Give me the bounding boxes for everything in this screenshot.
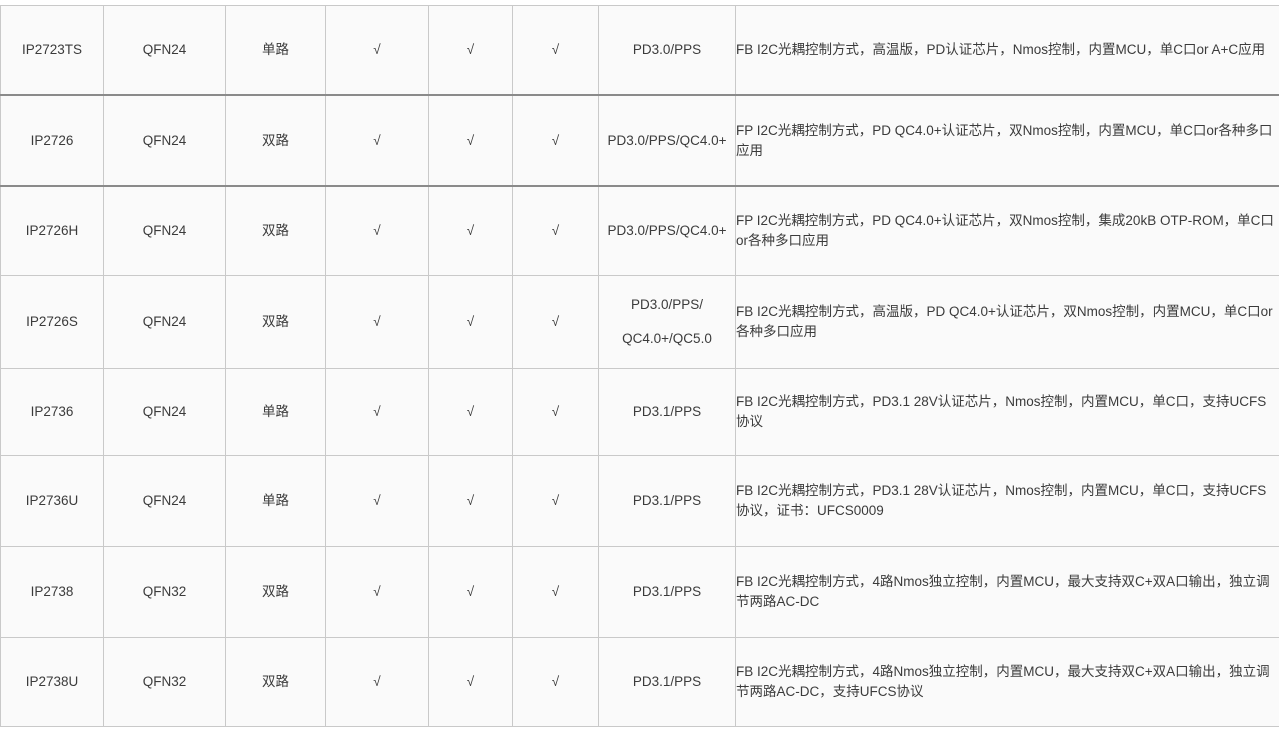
cell-feature-1-check: √	[325, 94, 429, 187]
cell-part-number: IP2723TS	[0, 5, 104, 96]
cell-feature-1-check: √	[325, 637, 429, 727]
cell-feature-2-check: √	[428, 546, 513, 638]
cell-feature-2-check: √	[428, 637, 513, 727]
cell-part-number: IP2736U	[0, 455, 104, 547]
cell-protocol: PD3.0/PPS	[598, 5, 736, 96]
cell-feature-3-check: √	[512, 275, 599, 369]
cell-channel: 单路	[225, 368, 326, 456]
cell-part-number: IP2738U	[0, 637, 104, 727]
cell-protocol: PD3.1/PPS	[598, 455, 736, 547]
cell-feature-1-check: √	[325, 546, 429, 638]
table-row[interactable]: IP2726H QFN24 双路 √ √ √ PD3.0/PPS/QC4.0+ FP I2C光…	[0, 185, 1279, 276]
cell-feature-1-check: √	[325, 185, 429, 276]
cell-feature-2-check: √	[428, 94, 513, 187]
cell-feature-3-check: √	[512, 546, 599, 638]
cell-feature-2-check: √	[428, 275, 513, 369]
protocol-line: PD3.1/PPS	[632, 404, 702, 420]
cell-feature-2-check: √	[428, 185, 513, 276]
cell-feature-2-check: √	[428, 368, 513, 456]
table-row[interactable]: IP2736U QFN24 单路 √ √ √ PD3.1/PPS FB I2C光耦控制方式，P…	[0, 455, 1279, 547]
cell-channel: 单路	[225, 455, 326, 547]
cell-feature-1-check: √	[325, 455, 429, 547]
cell-channel: 双路	[225, 637, 326, 727]
cell-feature-3-check: √	[512, 368, 599, 456]
cell-package: QFN24	[103, 455, 226, 547]
cell-feature-3-check: √	[512, 637, 599, 727]
cell-feature-2-check: √	[428, 5, 513, 96]
product-spec-table: IP2723TS QFN24 单路 √ √ √ PD3.0/PPS FB I2C光耦控制方式，…	[0, 5, 1279, 727]
table-row[interactable]: IP2726S QFN24 双路 √ √ √ PD3.0/PPS/QC4.0+/QC5.0 F…	[0, 275, 1279, 369]
cell-feature-3-check: √	[512, 455, 599, 547]
cell-part-number: IP2736	[0, 368, 104, 456]
cell-feature-1-check: √	[325, 368, 429, 456]
cell-channel: 单路	[225, 5, 326, 96]
protocol-line: PD3.0/PPS/QC4.0+	[607, 132, 727, 148]
protocol-line: PD3.0/PPS/QC4.0+	[607, 223, 727, 239]
cell-description: FB I2C光耦控制方式，PD3.1 28V认证芯片，Nmos控制，内置MCU，…	[735, 455, 1279, 547]
cell-channel: 双路	[225, 546, 326, 638]
table-row[interactable]: IP2726 QFN24 双路 √ √ √ PD3.0/PPS/QC4.0+ FP I2C光耦…	[0, 94, 1279, 187]
cell-description: FB I2C光耦控制方式，PD3.1 28V认证芯片，Nmos控制，内置MCU，…	[735, 368, 1279, 456]
cell-feature-1-check: √	[325, 275, 429, 369]
cell-package: QFN24	[103, 5, 226, 96]
cell-part-number: IP2738	[0, 546, 104, 638]
cell-feature-1-check: √	[325, 5, 429, 96]
cell-feature-3-check: √	[512, 185, 599, 276]
cell-description: FB I2C光耦控制方式，高温版，PD认证芯片，Nmos控制，内置MCU，单C口…	[735, 5, 1279, 96]
cell-package: QFN32	[103, 637, 226, 727]
cell-part-number: IP2726S	[0, 275, 104, 369]
cell-package: QFN24	[103, 94, 226, 187]
cell-package: QFN24	[103, 368, 226, 456]
table-row[interactable]: IP2738 QFN32 双路 √ √ √ PD3.1/PPS FB I2C光耦控制方式，4路…	[0, 546, 1279, 638]
cell-package: QFN24	[103, 185, 226, 276]
cell-feature-2-check: √	[428, 455, 513, 547]
table-row[interactable]: IP2736 QFN24 单路 √ √ √ PD3.1/PPS FB I2C光耦控制方式，PD…	[0, 368, 1279, 456]
table-row[interactable]: IP2738U QFN32 双路 √ √ √ PD3.1/PPS FB I2C光耦控制方式，4…	[0, 637, 1279, 727]
protocol-line: PD3.1/PPS	[632, 584, 702, 600]
cell-description: FB I2C光耦控制方式，高温版，PD QC4.0+认证芯片，双Nmos控制，内…	[735, 275, 1279, 369]
cell-part-number: IP2726	[0, 94, 104, 187]
cell-channel: 双路	[225, 94, 326, 187]
spec-table-body: IP2723TS QFN24 单路 √ √ √ PD3.0/PPS FB I2C光耦控制方式，…	[0, 5, 1279, 727]
cell-description: FB I2C光耦控制方式，4路Nmos独立控制，内置MCU，最大支持双C+双A口…	[735, 637, 1279, 727]
cell-protocol: PD3.1/PPS	[598, 368, 736, 456]
cell-protocol: PD3.0/PPS/QC4.0+	[598, 185, 736, 276]
cell-description: FB I2C光耦控制方式，4路Nmos独立控制，内置MCU，最大支持双C+双A口…	[735, 546, 1279, 638]
protocol-line: PD3.0/PPS/	[630, 296, 704, 312]
cell-package: QFN32	[103, 546, 226, 638]
protocol-line: PD3.1/PPS	[632, 493, 702, 509]
cell-protocol: PD3.1/PPS	[598, 546, 736, 638]
cell-protocol: PD3.0/PPS/QC4.0+/QC5.0	[598, 275, 736, 369]
protocol-line: PD3.1/PPS	[632, 674, 702, 690]
cell-feature-3-check: √	[512, 94, 599, 187]
protocol-line: PD3.0/PPS	[632, 42, 702, 58]
cell-description: FP I2C光耦控制方式，PD QC4.0+认证芯片，双Nmos控制，集成20k…	[735, 185, 1279, 276]
cell-description: FP I2C光耦控制方式，PD QC4.0+认证芯片，双Nmos控制，内置MCU…	[735, 94, 1279, 187]
cell-protocol: PD3.0/PPS/QC4.0+	[598, 94, 736, 187]
cell-protocol: PD3.1/PPS	[598, 637, 736, 727]
cell-feature-3-check: √	[512, 5, 599, 96]
cell-channel: 双路	[225, 275, 326, 369]
cell-part-number: IP2726H	[0, 185, 104, 276]
cell-channel: 双路	[225, 185, 326, 276]
cell-package: QFN24	[103, 275, 226, 369]
protocol-line: QC4.0+/QC5.0	[622, 331, 712, 346]
table-row[interactable]: IP2723TS QFN24 单路 √ √ √ PD3.0/PPS FB I2C光耦控制方式，…	[0, 5, 1279, 96]
